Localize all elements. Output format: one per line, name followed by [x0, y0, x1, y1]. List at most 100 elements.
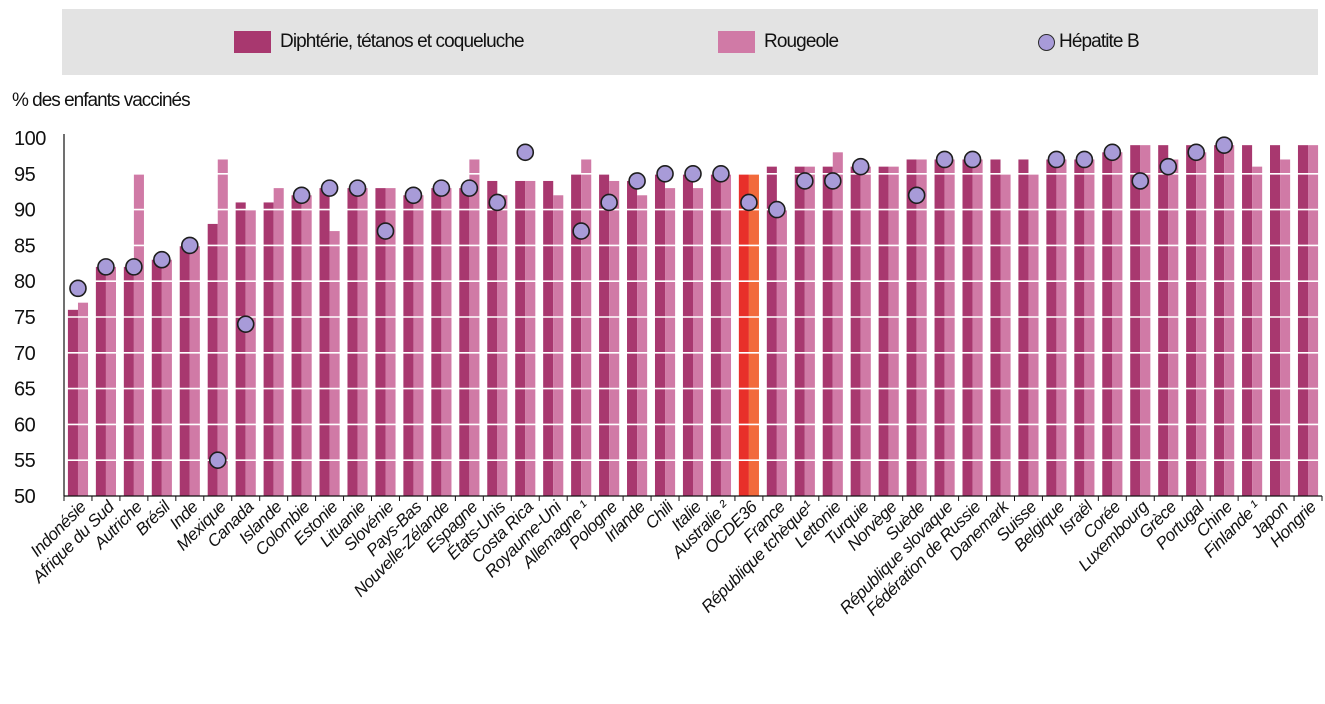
- y-tick-label: 55: [14, 450, 36, 472]
- legend-marker-hepb: [1038, 33, 1055, 51]
- bar-measles: [916, 159, 927, 497]
- bar-measles: [133, 173, 144, 497]
- bar-dtc: [1270, 145, 1281, 496]
- bar-measles: [385, 188, 396, 496]
- marker-hepb: [488, 193, 507, 212]
- marker-hepb: [740, 193, 758, 212]
- bar-dtc: [654, 173, 666, 497]
- bar-dtc: [347, 188, 358, 496]
- marker-hepb: [1215, 136, 1233, 154]
- marker-hepb: [851, 157, 870, 176]
- bar-dtc: [738, 173, 749, 497]
- bar-measles: [469, 159, 480, 497]
- legend-label-measles: Rougeole: [764, 31, 839, 52]
- marker-hepb: [656, 165, 674, 183]
- bar-measles: [1280, 159, 1291, 497]
- y-tick-label: 100: [14, 128, 46, 150]
- bar-dtc: [599, 173, 610, 497]
- bar-measles: [1056, 159, 1067, 497]
- bar-dtc: [1102, 152, 1113, 496]
- bar-measles: [637, 195, 648, 496]
- bar-dtc: [822, 166, 833, 496]
- bar-dtc: [67, 309, 78, 496]
- legend-swatch-dtc: [234, 31, 271, 53]
- legend-label-hepb: Hépatite B: [1059, 31, 1140, 52]
- bar-measles: [1112, 152, 1123, 496]
- legend-item-dtc: Diphtérie, tétanos et coqueluche: [234, 30, 525, 54]
- marker-hepb: [1047, 150, 1066, 169]
- bar-measles: [1196, 152, 1207, 496]
- bar-dtc: [990, 159, 1001, 497]
- marker-hepb: [404, 186, 423, 205]
- marker-hepb: [432, 179, 451, 197]
- marker-hepb: [768, 200, 786, 219]
- marker-hepb: [935, 150, 954, 169]
- y-tick-label: 80: [14, 271, 36, 293]
- bar-measles: [1308, 145, 1319, 496]
- marker-hepb: [460, 179, 479, 197]
- bar-measles: [748, 173, 759, 497]
- bar-dtc: [319, 188, 330, 496]
- bar-measles: [105, 266, 116, 496]
- marker-hepb: [1131, 172, 1150, 190]
- bar-dtc: [375, 188, 386, 496]
- marker-hepb: [796, 172, 814, 190]
- bar-measles: [553, 195, 564, 496]
- bar-measles: [832, 152, 843, 496]
- marker-hepb: [1103, 143, 1122, 162]
- marker-hepb: [823, 172, 842, 190]
- bar-measles: [888, 166, 899, 496]
- bar-dtc: [487, 180, 498, 496]
- bar-dtc: [878, 166, 889, 496]
- legend-label-dtc: Diphtérie, tétanos et coqueluche: [280, 31, 525, 52]
- bar-measles: [161, 259, 172, 496]
- bar-measles: [413, 195, 424, 496]
- bar-measles: [525, 180, 536, 496]
- marker-hepb: [572, 222, 590, 240]
- bar-dtc: [1186, 145, 1197, 496]
- bar-dtc: [543, 180, 554, 496]
- bar-measles: [972, 159, 983, 497]
- y-tick-label: 65: [14, 379, 36, 401]
- marker-hepb: [1159, 157, 1178, 176]
- legend: Diphtérie, tétanos et coqueluche Rougeol…: [62, 9, 1318, 75]
- marker-hepb: [907, 186, 926, 205]
- marker-hepb: [1075, 150, 1094, 169]
- marker-hepb: [684, 165, 702, 183]
- bar-dtc: [95, 266, 106, 496]
- marker-hepb: [236, 315, 255, 333]
- bar-dtc: [627, 180, 638, 496]
- bar-measles: [1000, 173, 1011, 497]
- bar-measles: [217, 159, 228, 497]
- y-tick-label: 85: [14, 235, 36, 257]
- bar-dtc: [682, 173, 693, 497]
- marker-hepb: [516, 143, 535, 162]
- bar-dtc: [1074, 159, 1085, 497]
- bar-dtc: [515, 180, 526, 496]
- marker-hepb: [712, 165, 730, 183]
- bar-dtc: [207, 223, 218, 497]
- bar-dtc: [766, 166, 777, 496]
- bar-dtc: [1018, 159, 1029, 497]
- bar-dtc: [1214, 145, 1225, 496]
- bar-measles: [77, 302, 89, 496]
- bar-measles: [441, 188, 452, 496]
- bar-dtc: [431, 188, 442, 496]
- bar-dtc: [263, 202, 274, 496]
- bar-dtc: [962, 159, 973, 497]
- bar-measles: [1168, 159, 1179, 497]
- marker-hepb: [181, 236, 199, 255]
- bar-dtc: [123, 266, 134, 496]
- marker-hepb: [208, 451, 227, 470]
- bar-dtc: [1242, 145, 1253, 496]
- y-tick-label: 50: [14, 486, 36, 508]
- bar-dtc: [794, 166, 805, 496]
- bar-dtc: [571, 173, 582, 497]
- bar-measles: [189, 245, 200, 496]
- y-tick-label: 70: [14, 343, 36, 365]
- marker-hepb: [292, 186, 311, 205]
- bar-dtc: [1158, 145, 1169, 496]
- bar-dtc: [403, 195, 414, 496]
- bar-measles: [860, 166, 871, 496]
- bar-measles: [581, 159, 592, 497]
